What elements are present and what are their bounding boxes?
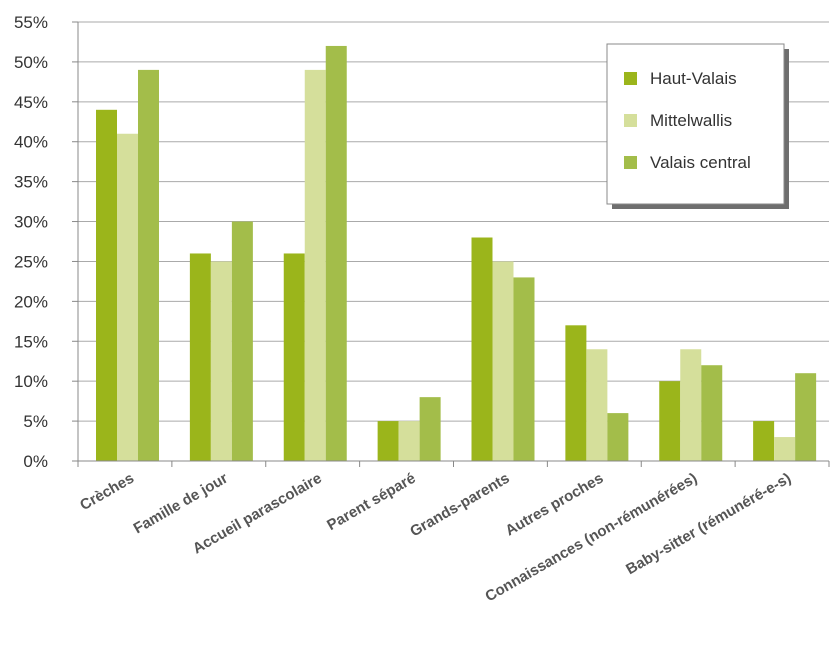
category-label: Crèches — [77, 470, 137, 514]
axes — [72, 21, 830, 467]
y-tick-label: 40% — [14, 133, 48, 152]
category-label: Grands-parents — [407, 470, 512, 541]
y-tick-label: 15% — [14, 332, 48, 351]
y-tick-label: 10% — [14, 372, 48, 391]
y-tick-label: 35% — [14, 173, 48, 192]
bar-haut-valais-5 — [565, 325, 587, 461]
legend-label: Mittelwallis — [650, 111, 732, 130]
category-label: Baby-sitter (rémunéré-e-s) — [623, 470, 794, 579]
bars — [96, 45, 817, 462]
bar-valais-central-4 — [513, 277, 535, 461]
legend-label: Haut-Valais — [650, 69, 737, 88]
y-tick-label: 50% — [14, 53, 48, 72]
legend-swatch — [624, 72, 637, 85]
bar-haut-valais-2 — [283, 253, 305, 461]
legend: Haut-Valais Mittelwallis Valais central — [606, 43, 789, 209]
bar-mittelwallis-4 — [492, 261, 514, 461]
bar-valais-central-0 — [138, 69, 159, 462]
bar-mittelwallis-7 — [774, 437, 796, 461]
bar-haut-valais-4 — [471, 237, 493, 461]
y-tick-label: 25% — [14, 252, 48, 271]
bar-valais-central-1 — [231, 221, 253, 461]
bar-valais-central-2 — [325, 45, 347, 461]
bar-mittelwallis-1 — [210, 261, 232, 461]
bar-haut-valais-1 — [189, 253, 211, 461]
bar-haut-valais-3 — [377, 421, 399, 461]
bar-mittelwallis-5 — [586, 349, 608, 461]
legend-label: Valais central — [650, 153, 751, 172]
bar-mittelwallis-3 — [398, 421, 420, 461]
bar-haut-valais-7 — [753, 421, 775, 461]
legend-swatch — [624, 156, 637, 169]
bar-mittelwallis-0 — [117, 133, 138, 461]
y-tick-label: 45% — [14, 93, 48, 112]
legend-swatch — [624, 114, 637, 127]
bar-valais-central-6 — [701, 365, 723, 461]
y-tick-label: 0% — [23, 452, 48, 471]
bar-mittelwallis-2 — [304, 69, 326, 462]
y-tick-label: 20% — [14, 292, 48, 311]
y-tick-labels: 0% 5% 10% 15% 20% 25% 30% 35% 40% 45% 50% 55% — [14, 13, 48, 471]
y-tick-label: 30% — [14, 213, 48, 232]
bar-valais-central-5 — [607, 413, 629, 461]
y-tick-label: 5% — [23, 412, 48, 431]
bar-mittelwallis-6 — [680, 349, 702, 461]
y-tick-label: 55% — [14, 13, 48, 32]
bar-haut-valais-0 — [96, 109, 117, 462]
bar-haut-valais-6 — [659, 381, 681, 461]
bar-valais-central-3 — [419, 397, 441, 461]
category-label: Parent séparé — [324, 470, 418, 534]
bar-valais-central-7 — [795, 373, 817, 461]
